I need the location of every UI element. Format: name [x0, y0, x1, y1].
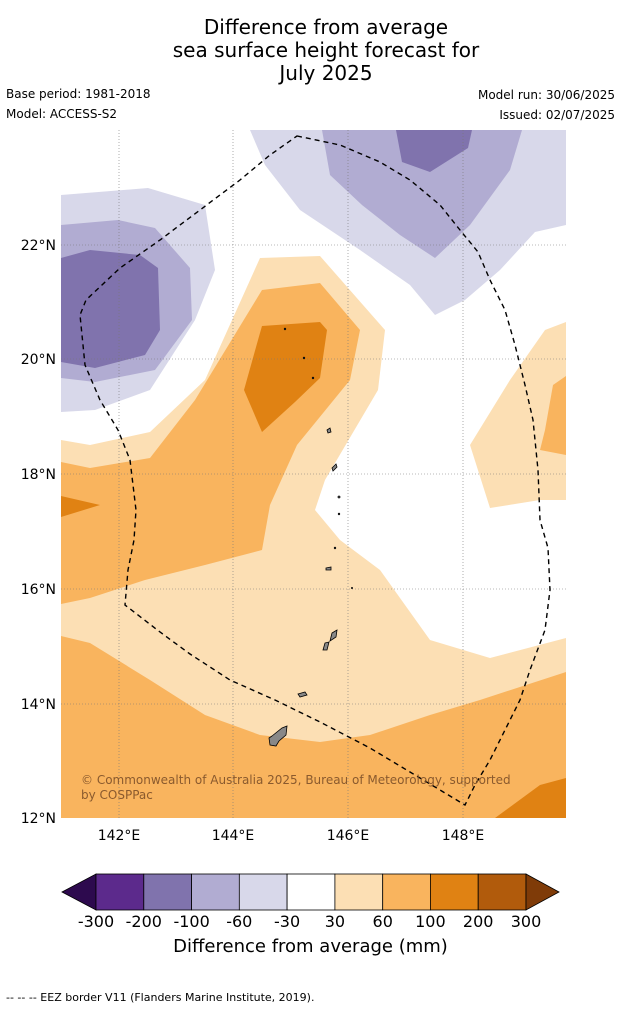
- lon-label: 142°E: [98, 828, 141, 844]
- model-name: Model: ACCESS-S2: [6, 107, 118, 121]
- colorbar-ticks: -300 -200 -100 -60 -30 30 60 100 200 300: [78, 912, 541, 930]
- colorbar-tick: 200: [463, 912, 494, 930]
- island-saipan: [329, 629, 338, 642]
- eez-footnote: -- -- -- EEZ border V11 (Flanders Marine…: [6, 991, 315, 1004]
- map-title: Difference from average sea surface heig…: [0, 16, 621, 85]
- island-guam: [268, 725, 288, 747]
- base-period: Base period: 1981-2018: [6, 87, 151, 101]
- island-farallon: [283, 327, 287, 331]
- title-line-1: Difference from average: [203, 15, 449, 39]
- colorbar-swatch: [143, 873, 193, 911]
- colorbar-title: Difference from average (mm): [173, 936, 448, 957]
- island-guguan: [337, 495, 341, 499]
- lat-label: 18°N: [21, 467, 56, 483]
- lat-label: 12°N: [21, 811, 56, 827]
- island-maug: [302, 356, 306, 360]
- contour-pos-30-east: [470, 322, 566, 508]
- colorbar-tick: 100: [415, 912, 446, 930]
- issued-date: Issued: 02/07/2025: [499, 108, 615, 122]
- title-line-3: July 2025: [279, 61, 373, 85]
- colorbar-tick: -30: [274, 912, 300, 930]
- contour-pos-60-south: [61, 636, 566, 818]
- lon-label: 144°E: [212, 828, 255, 844]
- colorbar-swatch: [477, 873, 527, 911]
- island-alamagan: [337, 512, 341, 516]
- island-pagan: [331, 463, 338, 472]
- lon-label: 146°E: [327, 828, 370, 844]
- lat-label: 14°N: [21, 697, 56, 713]
- contour-neg-100-west: [61, 250, 160, 368]
- island-sarigan: [333, 546, 337, 550]
- island-rota: [297, 691, 308, 698]
- colorbar-extend-high: [525, 873, 560, 911]
- contour-pos-60-east: [540, 376, 566, 455]
- contour-pos-100-west: [61, 496, 100, 517]
- island-agrihan: [326, 427, 332, 434]
- lat-label: 20°N: [21, 352, 56, 368]
- contour-neg-100-north: [396, 130, 472, 172]
- colorbar-tick: -100: [173, 912, 209, 930]
- colorbar-tick: -200: [126, 912, 162, 930]
- lat-label: 22°N: [21, 238, 56, 254]
- island-anatahan: [325, 566, 332, 571]
- island-medinilla: [350, 587, 353, 590]
- colorbar-swatch: [191, 873, 240, 911]
- contour-pos-100-southeast: [495, 778, 566, 818]
- colorbar-tick: -300: [78, 912, 114, 930]
- colorbar-swatch: [429, 873, 479, 911]
- title-line-2: sea surface height forecast for: [172, 38, 480, 62]
- model-run: Model run: 30/06/2025: [477, 88, 615, 102]
- eez-border: [79, 135, 551, 806]
- island-tinian: [322, 641, 330, 651]
- island-asuncion: [311, 376, 315, 380]
- lat-label: 16°N: [21, 582, 56, 598]
- copyright-line-1: © Commonwealth of Australia 2025, Bureau…: [81, 773, 511, 787]
- lon-label: 148°E: [442, 828, 485, 844]
- colorbar-tick: 300: [511, 912, 542, 930]
- colorbar-tick: -60: [226, 912, 252, 930]
- sea-level-map: © Commonwealth of Australia 2025, Bureau…: [21, 130, 566, 930]
- copyright-line-2: by COSPPac: [81, 788, 153, 802]
- gridlines: [61, 130, 566, 818]
- colorbar-tick: 30: [325, 912, 345, 930]
- latitude-labels: 22°N 20°N 18°N 16°N 14°N 12°N: [21, 238, 56, 827]
- colorbar-swatch: [238, 873, 288, 911]
- islands: [268, 327, 353, 747]
- colorbar: [61, 873, 560, 911]
- colorbar-swatch: [286, 873, 336, 911]
- colorbar-swatch: [95, 873, 145, 911]
- colorbar-swatch: [382, 873, 431, 911]
- contour-neg-60-north: [322, 130, 522, 258]
- contour-pos-100-center: [244, 322, 327, 432]
- colorbar-tick: 60: [373, 912, 393, 930]
- contour-pos-30-main: [61, 256, 566, 818]
- longitude-labels: 142°E 144°E 146°E 148°E: [98, 828, 485, 844]
- colorbar-extend-low: [61, 873, 97, 911]
- colorbar-swatch: [334, 873, 384, 911]
- map-area: © Commonwealth of Australia 2025, Bureau…: [61, 130, 566, 818]
